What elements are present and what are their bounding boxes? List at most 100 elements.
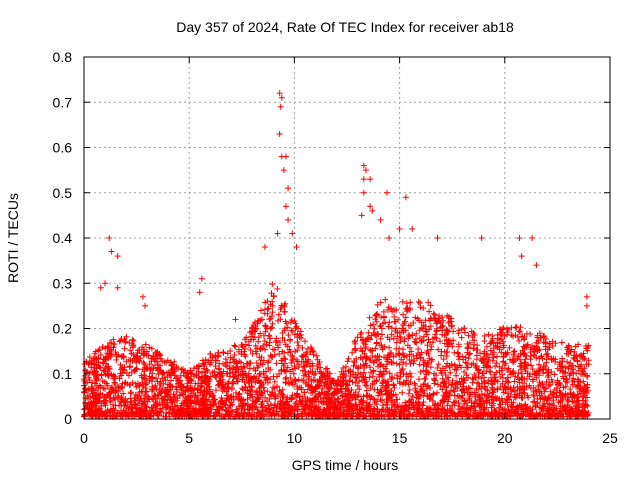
data-point — [268, 392, 275, 399]
data-point — [257, 307, 264, 314]
data-point — [371, 325, 378, 332]
y-tick-label: 0.4 — [53, 230, 73, 246]
data-point — [266, 405, 273, 412]
data-point — [263, 341, 270, 348]
data-point — [354, 334, 361, 341]
data-point — [531, 398, 538, 405]
data-point — [255, 409, 262, 416]
data-point — [385, 323, 392, 330]
data-point — [340, 365, 347, 372]
data-point — [478, 375, 485, 382]
data-point — [494, 339, 501, 346]
data-point — [559, 358, 566, 365]
data-point — [271, 378, 278, 385]
x-tick-label: 0 — [80, 430, 88, 446]
data-point — [430, 310, 437, 317]
y-tick-label: 0.8 — [53, 49, 73, 65]
data-point — [284, 364, 291, 371]
y-tick-label: 0 — [64, 411, 72, 427]
data-point — [447, 387, 454, 394]
y-axis-label: ROTI / TECUs — [5, 193, 21, 283]
data-point — [526, 373, 533, 380]
data-point — [396, 351, 403, 358]
data-point — [461, 368, 468, 375]
y-tick-label: 0.2 — [53, 321, 73, 337]
data-point — [128, 389, 135, 396]
data-point — [290, 370, 297, 377]
data-point — [399, 389, 406, 396]
y-tick-label: 0.6 — [53, 140, 73, 156]
data-point — [534, 399, 541, 406]
x-tick-label: 15 — [392, 430, 408, 446]
data-point — [356, 401, 363, 408]
data-point — [377, 335, 384, 342]
data-point — [479, 357, 486, 364]
data-point — [439, 314, 446, 321]
data-point — [377, 396, 384, 403]
data-point — [162, 377, 169, 384]
y-tick-label: 0.1 — [53, 366, 73, 382]
data-point — [497, 331, 504, 338]
data-point — [146, 344, 153, 351]
y-tick-label: 0.7 — [53, 94, 73, 110]
data-point — [262, 328, 269, 335]
data-point — [158, 395, 165, 402]
data-point — [127, 347, 134, 354]
data-point — [378, 397, 385, 404]
data-point — [342, 363, 349, 370]
data-point — [317, 364, 324, 371]
data-point — [417, 368, 424, 375]
data-point — [390, 335, 397, 342]
data-point — [121, 345, 128, 352]
data-point — [322, 365, 329, 372]
y-tick-label: 0.3 — [53, 275, 73, 291]
data-point — [412, 314, 419, 321]
data-point — [506, 344, 513, 351]
data-point — [525, 394, 532, 401]
data-point — [126, 364, 133, 371]
data-point — [559, 355, 566, 362]
data-point — [531, 393, 538, 400]
chart-title: Day 357 of 2024, Rate Of TEC Index for r… — [176, 19, 514, 35]
data-point — [292, 365, 299, 372]
data-point — [483, 393, 490, 400]
data-point — [409, 393, 416, 400]
data-point — [427, 302, 434, 309]
data-point — [390, 382, 397, 389]
data-point — [95, 347, 102, 354]
x-tick-label: 20 — [497, 430, 513, 446]
data-point — [120, 390, 127, 397]
data-point — [399, 298, 406, 305]
data-point — [412, 385, 419, 392]
data-point — [391, 384, 398, 391]
data-point — [266, 333, 273, 340]
data-points — [81, 90, 592, 420]
data-point — [560, 384, 567, 391]
data-point — [267, 315, 274, 322]
data-point — [465, 332, 472, 339]
data-point — [370, 405, 377, 412]
x-axis-label: GPS time / hours — [292, 457, 399, 473]
data-point — [413, 330, 420, 337]
x-tick-label: 5 — [185, 430, 193, 446]
data-point — [231, 351, 238, 358]
data-point — [466, 339, 473, 346]
y-tick-label: 0.5 — [53, 185, 73, 201]
data-point — [117, 337, 124, 344]
data-point — [267, 325, 274, 332]
grid-lines — [84, 57, 610, 419]
data-point — [497, 401, 504, 408]
data-point — [409, 332, 416, 339]
data-point — [433, 320, 440, 327]
data-point — [415, 376, 422, 383]
x-tick-label: 25 — [602, 430, 618, 446]
data-point — [140, 359, 147, 366]
data-point — [231, 342, 238, 349]
data-point — [408, 348, 415, 355]
x-tick-label: 10 — [287, 430, 303, 446]
data-point — [371, 358, 378, 365]
data-point — [113, 356, 120, 363]
data-point — [379, 406, 386, 413]
data-point — [366, 314, 373, 321]
